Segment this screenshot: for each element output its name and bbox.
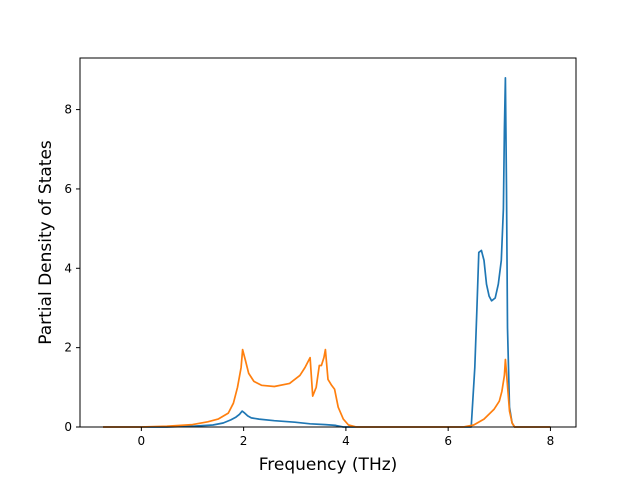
x-tick-label: 8 bbox=[547, 434, 555, 448]
y-axis-label: Partial Density of States bbox=[36, 140, 56, 345]
y-tick-label: 0 bbox=[64, 420, 72, 434]
y-axis-ticks: 0 2 4 6 8 bbox=[64, 103, 80, 434]
series-line-2 bbox=[103, 348, 551, 428]
x-tick-label: 4 bbox=[342, 434, 350, 448]
y-tick-label: 4 bbox=[64, 261, 72, 275]
x-axis-ticks: 0 2 4 6 8 bbox=[138, 427, 555, 448]
y-tick-label: 6 bbox=[64, 182, 72, 196]
y-tick-label: 2 bbox=[64, 341, 72, 355]
x-tick-label: 0 bbox=[138, 434, 146, 448]
series-lines bbox=[103, 76, 551, 428]
plot-area-frame bbox=[79, 57, 577, 428]
x-axis-label: Frequency (THz) bbox=[259, 455, 398, 475]
x-tick-label: 2 bbox=[240, 434, 248, 448]
x-tick-label: 6 bbox=[444, 434, 452, 448]
y-tick-label: 8 bbox=[64, 103, 72, 117]
series-line-1 bbox=[103, 76, 551, 428]
